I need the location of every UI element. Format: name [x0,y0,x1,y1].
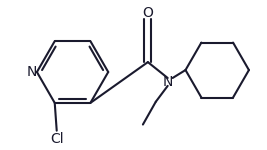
Text: O: O [142,6,153,20]
Text: N: N [27,65,37,79]
Text: Cl: Cl [50,132,64,146]
Text: N: N [163,75,173,89]
